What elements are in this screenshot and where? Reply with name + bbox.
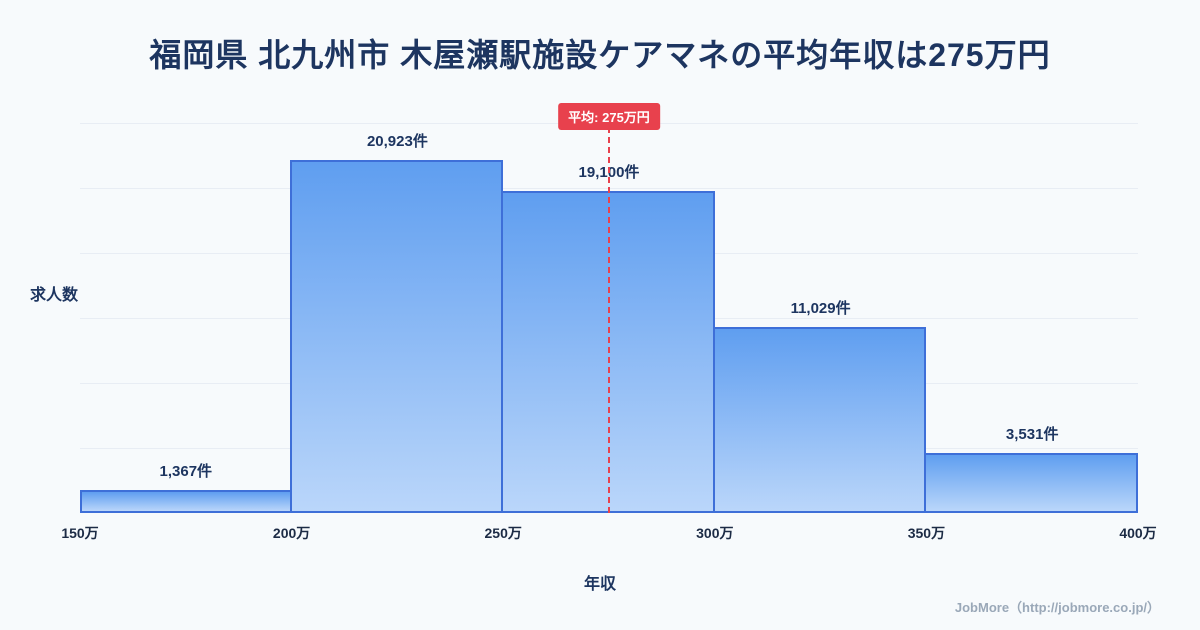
bar bbox=[712, 327, 927, 513]
bar bbox=[289, 160, 504, 513]
x-tick-label: 300万 bbox=[696, 525, 734, 541]
footer-attribution: JobMore（http://jobmore.co.jp/） bbox=[954, 600, 1160, 615]
x-tick-label: 200万 bbox=[272, 525, 311, 541]
x-tick-label: 350万 bbox=[907, 525, 946, 541]
plot-area: 1,367件 20,923件 19,100件 11,029件 3,531件 平均: 27… bbox=[80, 103, 1138, 513]
bar bbox=[924, 453, 1138, 513]
bar bbox=[80, 490, 292, 513]
bar-value-label: 3,531件 bbox=[1005, 426, 1059, 443]
average-line bbox=[608, 127, 610, 513]
bar-value-label: 11,029件 bbox=[790, 300, 851, 317]
x-tick-labels: 150万 200万 250万 300万 350万 400万 bbox=[61, 523, 1156, 543]
x-tick-label: 150万 bbox=[61, 525, 99, 541]
bar-value-label: 1,367件 bbox=[159, 463, 213, 480]
x-tick-label: 400万 bbox=[1119, 525, 1157, 541]
page-title: 福岡県 北九州市 木屋瀬駅施設ケアマネの平均年収は275万円 bbox=[149, 37, 1051, 73]
x-tick-label: 250万 bbox=[484, 525, 522, 541]
x-axis-label: 年収 bbox=[583, 576, 616, 593]
bar-value-label: 20,923件 bbox=[366, 133, 428, 150]
average-badge: 平均: 275万円 bbox=[558, 103, 660, 130]
y-axis-label: 求人数 bbox=[30, 287, 79, 304]
